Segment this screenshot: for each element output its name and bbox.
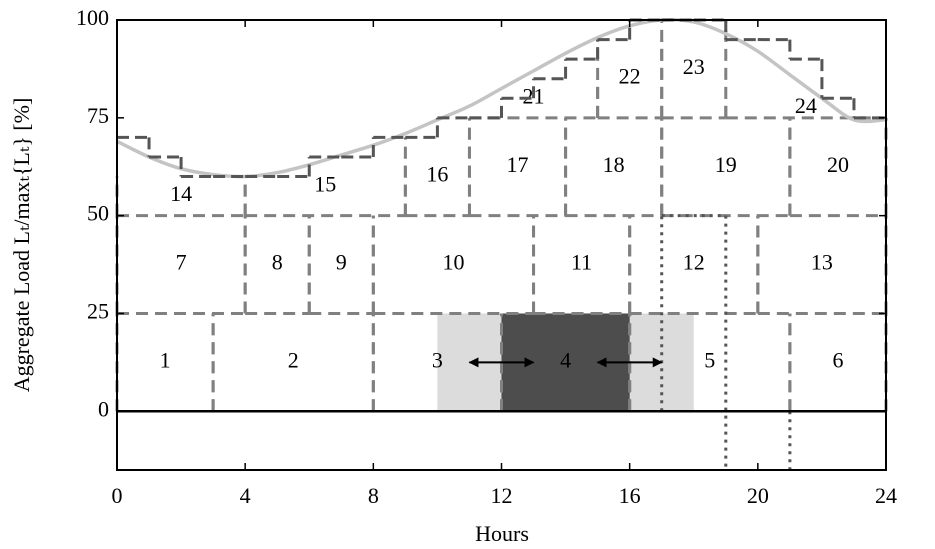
block-label: 17 [507, 152, 529, 177]
block-label: 23 [683, 54, 705, 79]
block-label: 10 [442, 250, 464, 275]
plot-frame [116, 19, 887, 471]
block-label: 20 [827, 152, 849, 177]
block-label: 7 [176, 250, 187, 275]
x-tick-label: 24 [875, 483, 897, 508]
block-label: 15 [314, 171, 336, 196]
block-label: 2 [288, 347, 299, 372]
y-tick-label: 50 [87, 201, 109, 226]
x-tick-label: 4 [240, 483, 251, 508]
block-label: 11 [571, 250, 592, 275]
block-label: 3 [432, 347, 443, 372]
block-label: 12 [683, 250, 705, 275]
block-label: 6 [832, 347, 843, 372]
x-tick-label: 20 [747, 483, 769, 508]
x-tick-label: 16 [619, 483, 641, 508]
block-label: 1 [160, 347, 171, 372]
block-label: 19 [715, 152, 737, 177]
y-tick-label: 0 [98, 396, 109, 421]
block-label: 13 [811, 250, 833, 275]
block-label: 16 [426, 162, 448, 187]
block-label: 5 [704, 347, 715, 372]
y-tick-label: 100 [76, 5, 109, 30]
block-label: 8 [272, 250, 283, 275]
x-tick-label: 12 [491, 483, 513, 508]
block-label: 9 [336, 250, 347, 275]
block-label: 14 [170, 181, 192, 206]
block-label: 18 [603, 152, 625, 177]
y-axis-label: Aggregate Load Lₜ/maxₜ{Lₜ} [%] [9, 98, 34, 393]
x-tick-label: 8 [368, 483, 379, 508]
block-label: 22 [619, 64, 641, 89]
x-tick-label: 0 [112, 483, 123, 508]
y-tick-label: 75 [87, 103, 109, 128]
block-label: 4 [560, 347, 571, 372]
x-axis-label: Hours [475, 521, 529, 546]
y-tick-label: 25 [87, 299, 109, 324]
block-label: 24 [795, 93, 817, 118]
